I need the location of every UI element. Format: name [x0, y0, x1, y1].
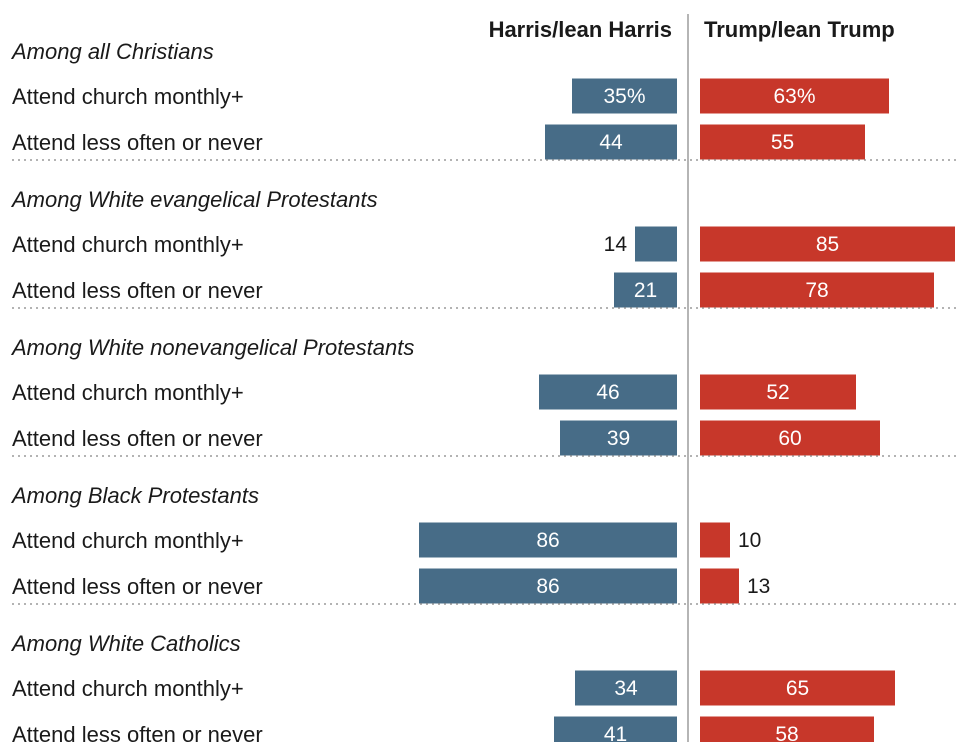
harris-value-label: 14	[604, 233, 628, 256]
legend-trump-label: Trump/lean Trump	[704, 17, 895, 42]
trump-bar	[700, 716, 874, 742]
trump-bar	[700, 670, 895, 706]
row-label: Attend less often or never	[12, 130, 263, 155]
harris-value-label: 41	[604, 723, 627, 742]
harris-value-label: 86	[536, 529, 559, 552]
harris-bar	[554, 716, 677, 742]
harris-value-label: 46	[596, 381, 619, 404]
row-label: Attend church monthly+	[12, 232, 244, 257]
harris-bar	[575, 670, 677, 706]
group-label: Among White evangelical Protestants	[10, 187, 378, 212]
row-label: Attend church monthly+	[12, 84, 244, 109]
trump-bar	[700, 522, 730, 558]
harris-bar	[572, 78, 677, 114]
row-label: Attend less often or never	[12, 722, 263, 742]
trump-bar	[700, 226, 955, 262]
harris-value-label: 44	[599, 131, 623, 154]
harris-value-label: 21	[634, 279, 657, 302]
harris-value-label: 35%	[603, 85, 645, 108]
trump-value-label: 52	[766, 381, 789, 404]
trump-value-label: 60	[778, 427, 801, 450]
trump-value-label: 10	[738, 529, 761, 552]
harris-bar	[545, 124, 677, 160]
row-label: Attend church monthly+	[12, 528, 244, 553]
trump-bar	[700, 78, 889, 114]
legend-harris-label: Harris/lean Harris	[489, 17, 672, 42]
trump-value-label: 65	[786, 677, 809, 700]
row-label: Attend less often or never	[12, 278, 263, 303]
row-label: Attend less often or never	[12, 574, 263, 599]
trump-value-label: 55	[771, 131, 794, 154]
group-label: Among Black Protestants	[10, 483, 259, 508]
trump-value-label: 63%	[773, 85, 815, 108]
group-label: Among White nonevangelical Protestants	[10, 335, 414, 360]
trump-value-label: 85	[816, 233, 839, 256]
row-label: Attend church monthly+	[12, 676, 244, 701]
trump-bar	[700, 124, 865, 160]
harris-bar	[560, 420, 677, 456]
trump-bar	[700, 374, 856, 410]
group-label: Among White Catholics	[10, 631, 241, 656]
harris-value-label: 86	[536, 575, 559, 598]
harris-bar	[539, 374, 677, 410]
group-label: Among all Christians	[10, 39, 214, 64]
harris-bar	[419, 568, 677, 604]
harris-bar	[419, 522, 677, 558]
trump-bar	[700, 420, 880, 456]
row-label: Attend less often or never	[12, 426, 263, 451]
harris-bar	[635, 226, 677, 262]
trump-bar	[700, 272, 934, 308]
trump-value-label: 13	[747, 575, 770, 598]
harris-bar	[614, 272, 677, 308]
harris-value-label: 39	[607, 427, 630, 450]
trump-value-label: 58	[775, 723, 798, 742]
trump-bar	[700, 568, 739, 604]
row-label: Attend church monthly+	[12, 380, 244, 405]
harris-value-label: 34	[614, 677, 638, 700]
trump-value-label: 78	[805, 279, 828, 302]
